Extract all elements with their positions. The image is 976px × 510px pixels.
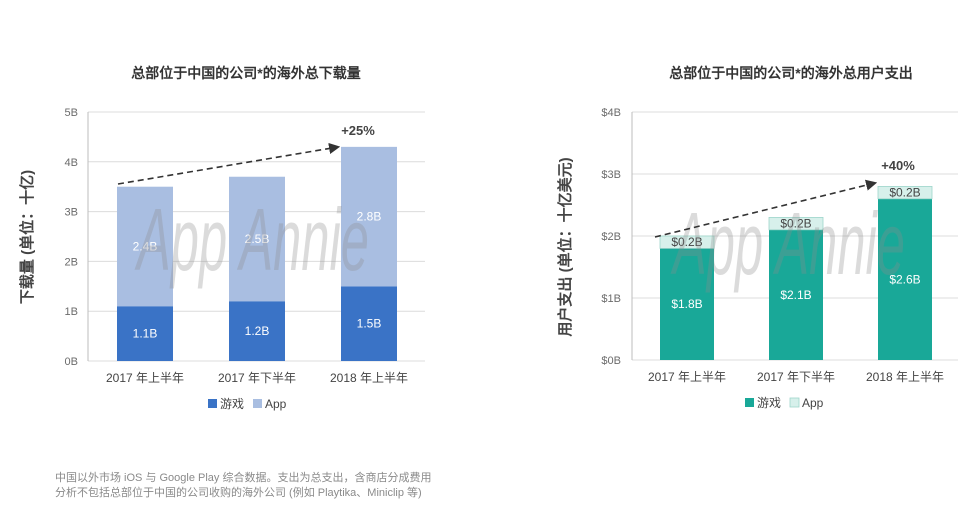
spending-legend-game-label: 游戏: [757, 396, 781, 410]
spending-bar-label-app-2: $0.2B: [889, 186, 920, 200]
spending-legend-game-swatch: [745, 398, 754, 407]
downloads-legend: 游戏 App: [208, 397, 287, 411]
spending-bar-label-game-2: $2.6B: [889, 272, 920, 286]
downloads-trend-arrow: [117, 142, 341, 185]
downloads-bar-label-game-0: 1.1B: [133, 327, 158, 341]
downloads-watermark: App Annie: [134, 190, 369, 289]
downloads-legend-app-label: App: [265, 397, 287, 411]
spending-chart: 总部位于中国的公司*的海外总用户支出 用户支出 (单位：十亿美元) $0B $1B…: [556, 65, 958, 410]
spending-y-tick-label: $4B: [601, 107, 621, 119]
downloads-x-tick-label: 2017 年下半年: [218, 371, 296, 385]
downloads-y-tick-label: 1B: [65, 306, 78, 318]
spending-y-tick-label: $3B: [601, 169, 621, 181]
spending-bar-label-app-0: $0.2B: [671, 235, 702, 249]
downloads-growth-annotation: +25%: [341, 123, 375, 138]
spending-watermark: App Annie: [670, 194, 905, 293]
downloads-bar-label-app-0: 2.4B: [133, 239, 158, 253]
spending-legend-app-label: App: [802, 396, 824, 410]
footnote: 中国以外市场 iOS 与 Google Play 综合数据。支出为总支出，含商店…: [55, 471, 432, 501]
spending-bar-game-0: [660, 248, 714, 360]
spending-y-tick-label: $2B: [601, 231, 621, 243]
spending-bar-app-1: [768, 216, 824, 231]
downloads-legend-game-label: 游戏: [220, 397, 244, 411]
downloads-bar-app-1: [229, 176, 285, 302]
downloads-bar-game-0: [117, 306, 173, 361]
downloads-x-tick-label: 2018 年上半年: [330, 371, 408, 385]
downloads-legend-app-swatch: [253, 399, 262, 408]
spending-bar-label-app-1: $0.2B: [780, 217, 811, 231]
downloads-bar-app-0: [117, 186, 173, 307]
downloads-y-tick-label: 4B: [65, 157, 78, 169]
spending-chart-title: 总部位于中国的公司*的海外总用户支出: [669, 65, 912, 81]
downloads-bar-app-2: [341, 146, 397, 287]
spending-y-tick-label: $1B: [601, 293, 621, 305]
downloads-bar-label-game-2: 1.5B: [357, 317, 382, 331]
spending-x-tick-label: 2017 年上半年: [648, 370, 726, 384]
spending-plot-area: $0B $1B $2B $3B $4B 2017 年上半年 2017 年下半年 2018 年上…: [601, 107, 958, 384]
spending-legend-app-swatch: [789, 397, 800, 408]
spending-bar-game-2: [878, 198, 932, 360]
downloads-bar-label-app-1: 2.5B: [245, 232, 270, 246]
spending-growth-annotation: +40%: [881, 158, 915, 173]
downloads-y-tick-label: 0B: [65, 356, 78, 368]
spending-bar-label-game-1: $2.1B: [780, 288, 811, 302]
downloads-chart-title: 总部位于中国的公司*的海外总下载量: [131, 65, 360, 81]
spending-y-tick-label: $0B: [601, 355, 621, 367]
spending-y-axis-title: 用户支出 (单位：十亿美元): [556, 157, 574, 336]
downloads-bar-label-game-1: 1.2B: [245, 324, 270, 338]
spending-bar-app-0: [659, 235, 715, 249]
spending-bar-app-2: [877, 185, 933, 200]
spending-x-tick-label: 2017 年下半年: [757, 370, 835, 384]
downloads-y-tick-label: 3B: [65, 207, 78, 219]
spending-trend-arrow: [654, 179, 878, 238]
spending-legend: 游戏 App: [745, 396, 824, 410]
downloads-bar-game-1: [229, 301, 285, 361]
downloads-y-tick-label: 5B: [65, 107, 78, 119]
downloads-chart: 总部位于中国的公司*的海外总下载量 下载量 (单位：十亿) 0B 1B 2B 3B 4B…: [18, 65, 425, 411]
downloads-plot-area: 0B 1B 2B 3B 4B 5B 2017 年上半年 2017 年下半年 2018 年上半年 1…: [65, 107, 425, 385]
spending-bar-label-game-0: $1.8B: [671, 297, 702, 311]
downloads-y-tick-label: 2B: [65, 256, 78, 268]
footnote-line-1: 中国以外市场 iOS 与 Google Play 综合数据。支出为总支出，含商店…: [55, 472, 432, 484]
downloads-legend-game-swatch: [208, 399, 217, 408]
downloads-y-axis-title: 下载量 (单位：十亿): [18, 170, 36, 304]
downloads-x-tick-label: 2017 年上半年: [106, 371, 184, 385]
spending-bar-game-1: [769, 229, 823, 360]
downloads-bar-label-app-2: 2.8B: [357, 210, 382, 224]
spending-x-tick-label: 2018 年上半年: [866, 370, 944, 384]
downloads-bar-game-2: [341, 286, 397, 361]
footnote-line-2: 分析不包括总部位于中国的公司收购的海外公司 (例如 Playtika、Minic…: [55, 487, 422, 499]
